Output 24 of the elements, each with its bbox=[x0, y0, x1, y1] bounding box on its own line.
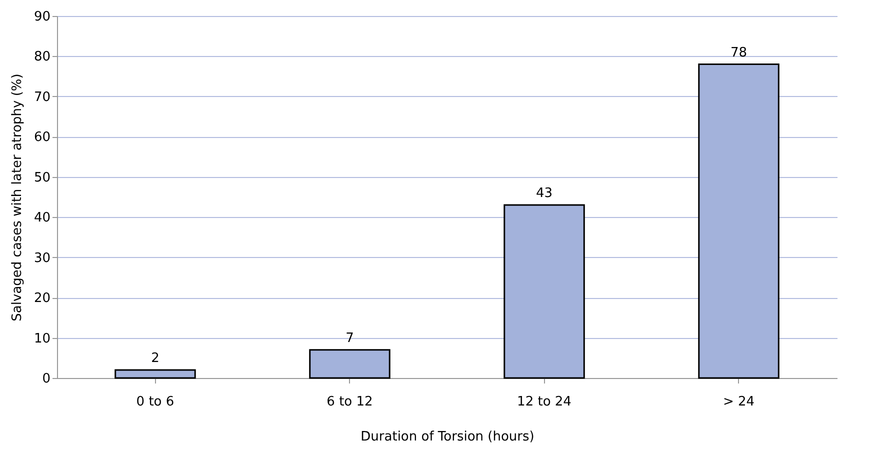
y-tick-label: 90 bbox=[34, 10, 50, 24]
x-tick-label: 6 to 12 bbox=[326, 394, 373, 410]
y-tick-label: 60 bbox=[34, 130, 50, 146]
y-tick-label: 50 bbox=[34, 170, 50, 186]
y-tick-label: 10 bbox=[34, 331, 50, 346]
x-tick-label: 0 to 6 bbox=[136, 394, 174, 410]
y-tick-label: 20 bbox=[34, 291, 50, 306]
bar bbox=[504, 204, 585, 379]
data-label: 78 bbox=[730, 45, 748, 60]
data-label: 7 bbox=[346, 330, 354, 346]
y-tick-label: 70 bbox=[34, 90, 50, 105]
y-axis-title: Salvaged cases with later atrophy (%) bbox=[10, 74, 25, 322]
bar bbox=[114, 369, 196, 379]
x-tick-label: > 24 bbox=[722, 394, 755, 410]
y-tick-label: 80 bbox=[34, 50, 50, 65]
bar bbox=[309, 349, 390, 379]
y-tick-label: 40 bbox=[34, 210, 50, 226]
x-tick-label: 12 to 24 bbox=[517, 394, 572, 410]
data-label: 43 bbox=[536, 186, 553, 202]
y-tick-label: 30 bbox=[34, 250, 50, 266]
x-axis-title: Duration of Torsion (hours) bbox=[360, 430, 534, 444]
y-tick-label: 0 bbox=[42, 372, 50, 386]
data-label: 2 bbox=[151, 350, 160, 366]
bar bbox=[698, 64, 780, 379]
